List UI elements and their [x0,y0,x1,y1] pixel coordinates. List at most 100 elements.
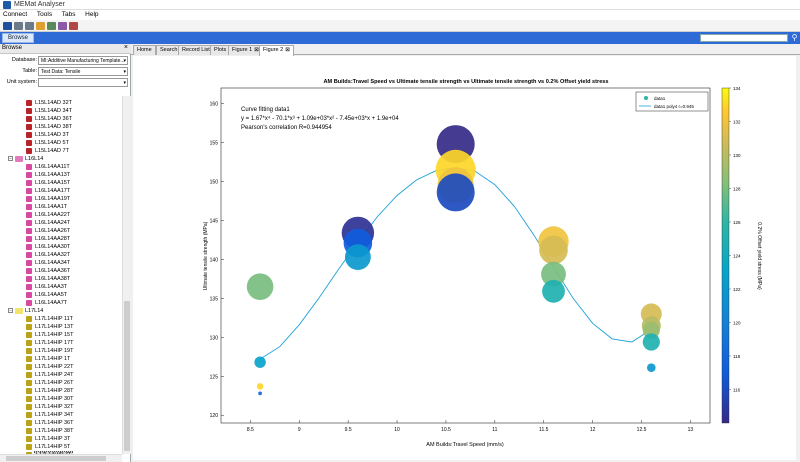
y-tick-label: 155 [210,141,219,147]
tree-horizontal-scrollbar[interactable] [0,454,122,462]
colorbar-tick-label: 120 [733,321,741,326]
brush-icon[interactable] [69,22,78,30]
rotate-icon[interactable] [47,22,56,30]
colorbar-tick-label: 126 [733,220,741,225]
menu-bar: Connect Tools Tabs Help [0,10,800,20]
tab-record-list[interactable]: Record List [178,45,214,55]
scrollbar-thumb[interactable] [6,456,106,461]
record-icon [26,212,32,218]
search-icon[interactable]: ⚲ [791,33,798,42]
y-tick-label: 160 [210,102,219,108]
tree-record-label: L17L14HIP 3T [35,436,71,442]
y-tick-label: 150 [210,179,219,185]
unit-system-label: Unit system: [6,79,37,85]
tree-record-label: L16L14AA1T [35,204,68,210]
tree-record-label: L17L14HIP 22T [35,364,74,370]
record-icon [26,380,32,386]
x-tick-label: 11 [492,427,497,433]
search-input[interactable] [700,34,788,42]
tree-record-label: L16L14AA5T [35,292,68,298]
annotation-line-1: Curve fitting data1 [241,107,290,113]
tab-label: Search [160,47,178,53]
browse-panel: Browse × Database: MI:Additive Manufactu… [0,44,131,462]
y-tick-label: 130 [210,335,219,341]
record-icon [26,220,32,226]
close-tab-icon[interactable]: ⊠ [254,47,259,53]
x-tick-label: 12.5 [637,427,647,433]
tree-record-label: L16L14AA11T [35,164,70,170]
browse-button[interactable]: Browse [2,33,35,43]
legend-box [635,91,709,112]
tree-record-label: L16L14AA36T [35,268,71,274]
record-icon [26,340,32,346]
legend: data1 data1 poly4 r=0.945 [635,91,709,112]
table-select[interactable]: Test Data: Tensile ▾ [38,67,128,76]
scatter-point [647,363,656,373]
pan-hand-icon[interactable] [36,22,45,30]
record-icon [26,244,32,250]
menu-tabs[interactable]: Tabs [61,11,76,18]
annotation-line-3: Pearson's correlation R=0.944954 [241,125,332,131]
colorbar [721,87,730,424]
record-icon [26,316,32,322]
record-icon [26,292,32,298]
fit-annotation: Curve fitting data1 y = 1.67*x⁴ - 70.1*x… [241,107,399,131]
zoom-out-icon[interactable] [25,22,34,30]
menu-help[interactable]: Help [85,11,99,18]
tree-record-label: L16L14AA24T [35,220,71,226]
tree-record-label: L15L14AD 32T [35,100,72,106]
collapse-icon[interactable]: − [8,308,13,313]
colorbar-tick-label: 122 [733,287,741,292]
tab-label: Plots [214,47,227,53]
menu-tools[interactable]: Tools [36,11,53,18]
x-tick-label: 8.5 [247,427,254,433]
record-icon [26,180,32,186]
tree-record-label: L16L14AA15T [35,180,71,186]
tree-record-label: L17L14HIP 13T [35,324,74,330]
tab-figure-2[interactable]: Figure 2 ⊠ [259,45,294,56]
tree-record-label: L16L14AA34T [35,260,71,266]
menu-connect[interactable]: Connect [3,11,28,18]
scatter-point [539,235,568,265]
scatter-point [541,261,566,287]
chevron-down-icon: ▾ [123,58,126,64]
tree-record-label: L17L14HIP 36T [35,420,74,426]
collapse-icon[interactable]: − [8,156,13,161]
y-tick-label: 120 [210,413,219,419]
record-icon [26,260,32,266]
record-icon [26,452,32,454]
chart-title: AM Builds:Travel Speed vs Ultimate tensi… [323,79,608,85]
close-tab-icon[interactable]: ⊠ [285,47,290,53]
database-select[interactable]: MI:Additive Manufacturing Template... ▾ [38,56,128,65]
tab-home[interactable]: Home [133,45,156,55]
tree-vertical-scrollbar[interactable] [122,96,131,454]
record-icon [26,404,32,410]
tree-record-label: L16L14AA13T [35,172,71,178]
scrollbar-thumb[interactable] [124,301,130,451]
unit-system-select[interactable]: ▾ [38,78,128,87]
tab-figure-1[interactable]: Figure 1 ⊠ [228,45,263,55]
close-icon[interactable]: × [123,44,128,51]
scatter-point [436,173,475,212]
record-icon [26,252,32,258]
database-row: Database: MI:Additive Manufacturing Temp… [0,56,131,66]
record-icon [26,420,32,426]
tree-record-label: L16L14AA17T [35,188,71,194]
data-cursor-icon[interactable] [58,22,67,30]
record-icon [26,148,32,154]
scatter-point [258,391,262,396]
chevron-down-icon: ▾ [123,69,126,75]
scatter-point [642,333,660,351]
legend-label-data1: data1 [654,96,666,101]
save-icon[interactable] [3,22,12,30]
tree-record-label: L16L14AA22T [35,212,71,218]
tab-label: Figure 2 [263,47,284,53]
zoom-in-icon[interactable] [14,22,23,30]
y-axis-label: Ultimate tensile strength (MPa) [203,221,209,290]
x-tick-label: 12 [590,427,596,433]
tree-record-label: L15L14AD 38T [35,124,72,130]
tree-record-label: L16L14AA32T [35,252,71,258]
record-icon [26,188,32,194]
tree-record-label: L17L14HIP 34T [35,412,74,418]
record-icon [26,140,32,146]
